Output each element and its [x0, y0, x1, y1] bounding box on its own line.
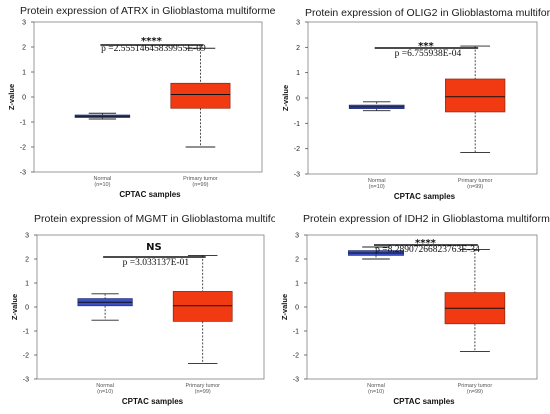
x-axis-label: CPTAC samples — [119, 190, 181, 199]
y-tick-label: -3 — [293, 377, 299, 384]
box-group-normal — [77, 293, 133, 321]
x-category-count: (n=99) — [467, 184, 483, 190]
y-axis-label: Z-value — [280, 294, 289, 320]
y-tick-label: -2 — [23, 353, 29, 360]
box-tumor — [170, 82, 231, 109]
y-tick-label: 2 — [22, 45, 26, 52]
significance-marker: **** — [141, 36, 163, 47]
p-value-label: p =2.55514645839955E-09 — [101, 44, 206, 54]
significance-marker: NS — [146, 242, 162, 253]
box-group-tumor — [444, 248, 506, 352]
y-tick-label: 0 — [295, 305, 299, 312]
boxplot-svg-idh2: Protein expression of IDH2 in Glioblasto… — [280, 213, 550, 406]
x-axis-label: CPTAC samples — [122, 397, 184, 406]
y-tick-label: 2 — [25, 257, 29, 264]
chart-panel-idh2: Protein expression of IDH2 in Glioblasto… — [275, 207, 550, 414]
x-category-label: Normal — [367, 383, 385, 389]
x-category-label: Primary tumor — [185, 383, 220, 389]
y-tick-label: -1 — [20, 120, 26, 127]
x-category-label: Normal — [94, 176, 112, 182]
x-category-count: (n=10) — [368, 389, 384, 395]
y-tick-label: 3 — [295, 233, 299, 240]
boxplot-svg-atrx: Protein expression of ATRX in Glioblasto… — [7, 5, 275, 199]
y-tick-label: 0 — [25, 305, 29, 312]
y-axis-label: Z-value — [7, 84, 16, 110]
boxplot-svg-olig2: Protein expression of OLIG2 in Glioblast… — [281, 7, 550, 201]
x-category-label: Primary tumor — [183, 176, 218, 182]
box-group-normal — [348, 246, 404, 260]
significance-marker: *** — [418, 41, 434, 52]
box-tumor — [445, 78, 506, 113]
box-group-tumor — [170, 47, 231, 148]
chart-title: Protein expression of OLIG2 in Glioblast… — [305, 7, 550, 19]
y-tick-label: 3 — [296, 20, 300, 27]
box-group-tumor — [445, 45, 506, 153]
x-category-count: (n=99) — [467, 389, 483, 395]
chart-title: Protein expression of MGMT in Glioblasto… — [34, 213, 275, 225]
x-category-count: (n=10) — [97, 389, 113, 395]
y-tick-label: -3 — [294, 172, 300, 179]
y-tick-label: -2 — [293, 353, 299, 360]
y-tick-label: 0 — [296, 96, 300, 103]
y-tick-label: -1 — [294, 121, 300, 128]
box-group-tumor — [172, 254, 233, 364]
x-category-label: Normal — [368, 178, 386, 184]
x-axis-label: CPTAC samples — [394, 192, 456, 201]
x-axis-label: CPTAC samples — [393, 397, 455, 406]
y-tick-label: 3 — [22, 20, 26, 27]
x-category-count: (n=10) — [94, 182, 110, 188]
significance-marker: **** — [415, 238, 437, 249]
box-group-normal — [74, 112, 131, 120]
chart-title: Protein expression of IDH2 in Glioblasto… — [303, 213, 550, 225]
box-tumor — [172, 291, 233, 322]
chart-panel-olig2: Protein expression of OLIG2 in Glioblast… — [275, 0, 550, 207]
x-category-label: Primary tumor — [458, 383, 493, 389]
x-category-count: (n=99) — [192, 182, 208, 188]
x-category-label: Primary tumor — [458, 178, 493, 184]
y-axis-label: Z-value — [10, 294, 19, 320]
y-tick-label: 0 — [22, 95, 26, 102]
chart-panel-atrx: Protein expression of ATRX in Glioblasto… — [0, 0, 275, 207]
y-tick-label: -3 — [20, 170, 26, 177]
y-tick-label: 2 — [296, 45, 300, 52]
p-value-label: p =6.755938E-04 — [395, 49, 462, 59]
p-value-label: p =8.28907266823763E-34 — [375, 245, 480, 255]
p-value-label: p =3.033137E-01 — [123, 258, 190, 268]
y-tick-label: 1 — [25, 281, 29, 288]
y-tick-label: -3 — [23, 377, 29, 384]
y-tick-label: 1 — [295, 281, 299, 288]
y-tick-label: -1 — [23, 329, 29, 336]
chart-title: Protein expression of ATRX in Glioblasto… — [20, 5, 275, 17]
y-axis-label: Z-value — [281, 85, 290, 111]
y-tick-label: 3 — [25, 233, 29, 240]
y-tick-label: 1 — [296, 70, 300, 77]
y-tick-label: -2 — [294, 146, 300, 153]
x-category-count: (n=10) — [369, 184, 385, 190]
y-tick-label: 1 — [22, 70, 26, 77]
y-tick-label: -1 — [293, 329, 299, 336]
x-category-label: Normal — [96, 383, 114, 389]
box-group-normal — [348, 101, 405, 112]
y-tick-label: -2 — [20, 145, 26, 152]
x-category-count: (n=99) — [195, 389, 211, 395]
boxplot-svg-mgmt: Protein expression of MGMT in Glioblasto… — [10, 213, 275, 406]
chart-panel-mgmt: Protein expression of MGMT in Glioblasto… — [0, 207, 275, 414]
y-tick-label: 2 — [295, 257, 299, 264]
